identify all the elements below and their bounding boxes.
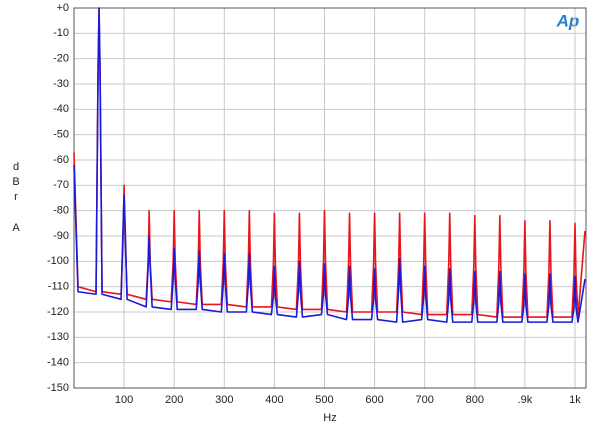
x-tick-label: 400 [265, 394, 283, 406]
x-tick-label: 100 [115, 394, 133, 406]
y-axis-label-letter: B [12, 176, 19, 188]
x-tick-label: 700 [416, 394, 434, 406]
y-tick-label: -80 [53, 205, 69, 217]
y-tick-label: -70 [53, 179, 69, 191]
y-tick-label: -100 [47, 255, 69, 267]
y-tick-label: -50 [53, 129, 69, 141]
y-axis-label-letter: r [14, 191, 18, 203]
y-axis-label-letter: d [13, 161, 19, 173]
x-tick-label: 500 [315, 394, 333, 406]
x-tick-label: 1k [569, 394, 581, 406]
x-tick-label: 200 [165, 394, 183, 406]
x-tick-label: 600 [365, 394, 383, 406]
y-tick-label: -10 [53, 27, 69, 39]
y-tick-label: +0 [56, 2, 69, 14]
y-tick-label: -90 [53, 230, 69, 242]
x-tick-label: .9k [518, 394, 533, 406]
y-tick-label: -150 [47, 382, 69, 394]
y-tick-label: -110 [48, 281, 69, 293]
plot-frame [73, 7, 587, 389]
y-tick-label: -140 [47, 357, 69, 369]
y-tick-label: -120 [47, 306, 69, 318]
series-line [73, 7, 586, 323]
y-tick-label: -40 [53, 103, 69, 115]
x-tick-label: 800 [466, 394, 484, 406]
y-tick-label: -20 [53, 53, 69, 65]
y-tick-label: -30 [53, 78, 69, 90]
x-axis-label: Hz [323, 412, 336, 424]
y-tick-label: -60 [53, 154, 69, 166]
x-tick-label: 300 [215, 394, 233, 406]
y-axis-unit: A [12, 222, 20, 234]
logo: Ap [556, 11, 580, 30]
y-tick-label: -130 [47, 331, 69, 343]
